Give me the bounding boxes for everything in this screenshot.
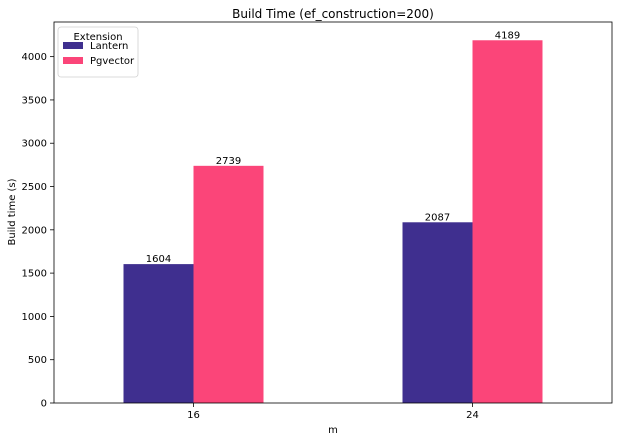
legend-title: Extension [73,32,122,43]
y-tick-label: 2500 [22,182,47,193]
plot-frame [53,21,613,404]
y-tick-label: 3500 [22,95,47,106]
x-axis-label: m [328,425,338,436]
legend-items: Lantern Pgvector [63,41,135,67]
plot-area: 1604 2739 2087 4189 0 500 1000 1500 2000 2500 300… [22,21,613,421]
x-axis: 16 24 [187,403,479,421]
legend-swatch-lantern [63,42,83,49]
data-label-pgvector-m24: 4189 [495,30,520,41]
data-label-lantern-m24: 2087 [425,212,450,223]
data-label-lantern-m16: 1604 [146,254,171,265]
legend-box [57,26,139,78]
bar-pgvector-m16 [193,165,264,403]
data-labels: 1604 2739 2087 4189 [146,30,520,265]
y-tick-label: 1000 [22,312,47,323]
data-label-pgvector-m16: 2739 [216,156,241,167]
bar-lantern-m24 [402,222,473,403]
y-tick-label: 0 [41,399,47,410]
y-tick-label: 500 [28,355,47,366]
legend-label-lantern: Lantern [90,41,128,52]
y-tick-label: 1500 [22,269,47,280]
y-tick-label: 3000 [22,139,47,150]
bars [123,40,543,403]
y-axis-label: Build time (s) [7,178,18,245]
bar-lantern-m16 [123,264,194,403]
y-tick-label: 4000 [22,52,47,63]
bar-pgvector-m24 [472,40,543,403]
chart-title: Build Time (ef_construction=200) [232,7,434,21]
legend: Extension Lantern Pgvector [57,26,139,78]
y-axis: 0 500 1000 1500 2000 2500 3000 3500 4000 [22,52,54,410]
legend-label-pgvector: Pgvector [90,56,135,67]
y-tick-label: 2000 [22,225,47,236]
legend-swatch-pgvector [63,57,83,64]
x-tick-label: 16 [187,410,200,421]
x-tick-label: 24 [466,410,479,421]
